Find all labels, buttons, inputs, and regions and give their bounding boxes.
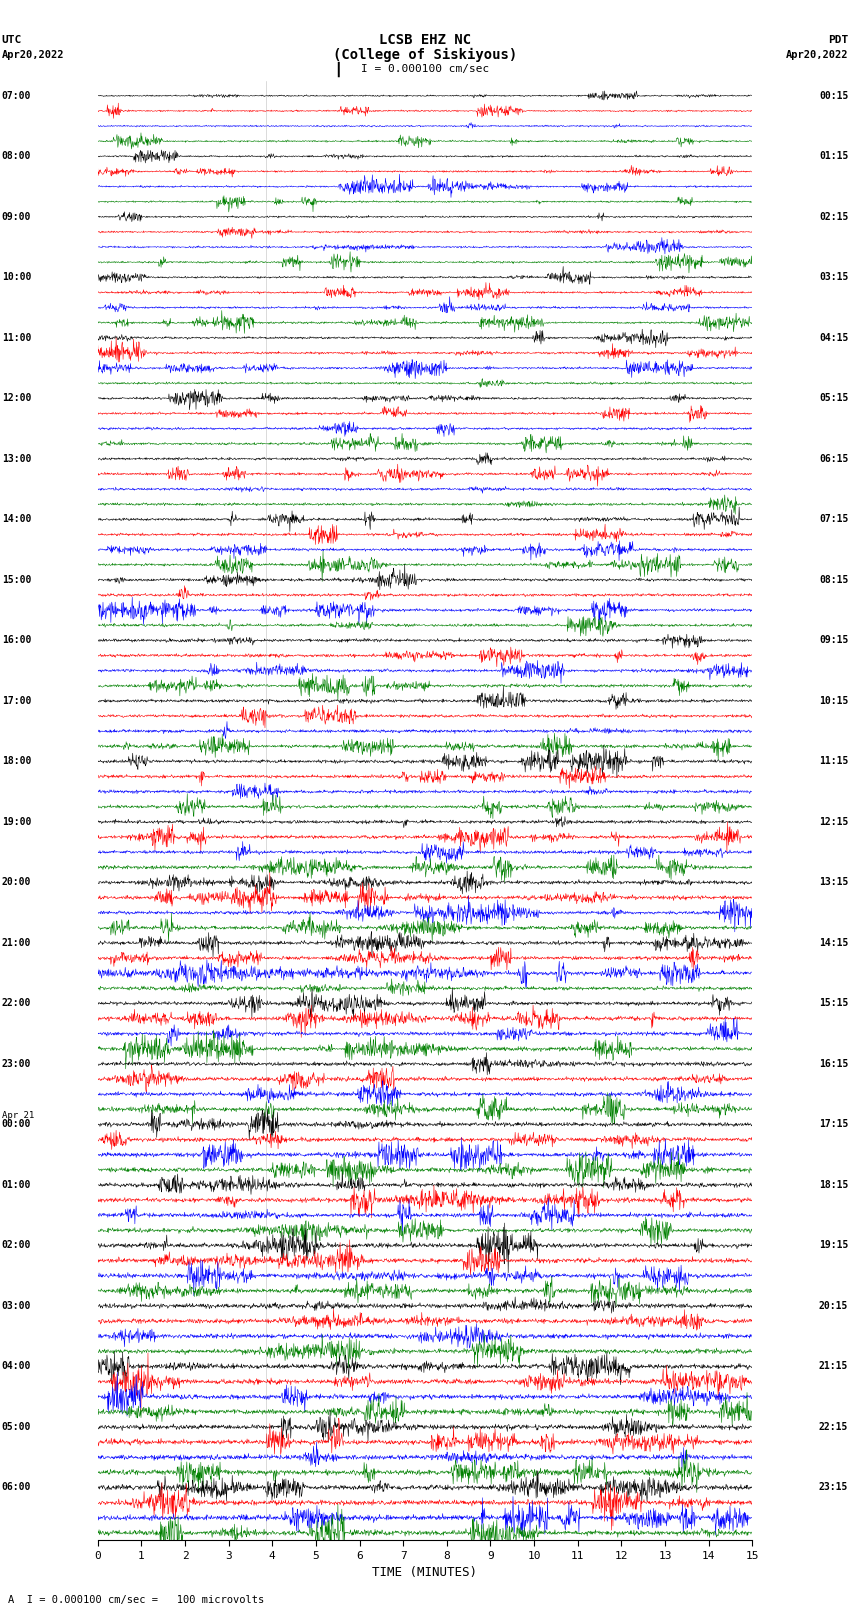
Text: 08:15: 08:15 (819, 574, 848, 586)
Text: 13:15: 13:15 (819, 877, 848, 887)
Text: 16:00: 16:00 (2, 636, 31, 645)
Text: 09:15: 09:15 (819, 636, 848, 645)
Text: 05:15: 05:15 (819, 394, 848, 403)
Text: UTC: UTC (2, 35, 22, 45)
Text: 23:00: 23:00 (2, 1058, 31, 1069)
Text: 00:15: 00:15 (819, 90, 848, 100)
Text: 12:15: 12:15 (819, 816, 848, 827)
Text: 08:00: 08:00 (2, 152, 31, 161)
Text: 18:15: 18:15 (819, 1181, 848, 1190)
Text: PDT: PDT (828, 35, 848, 45)
Text: 17:15: 17:15 (819, 1119, 848, 1129)
Text: 04:15: 04:15 (819, 332, 848, 344)
Text: 03:00: 03:00 (2, 1302, 31, 1311)
Text: 20:00: 20:00 (2, 877, 31, 887)
X-axis label: TIME (MINUTES): TIME (MINUTES) (372, 1566, 478, 1579)
Text: (College of Siskiyous): (College of Siskiyous) (333, 48, 517, 61)
Text: 11:00: 11:00 (2, 332, 31, 344)
Text: I = 0.000100 cm/sec: I = 0.000100 cm/sec (361, 65, 489, 74)
Text: 21:00: 21:00 (2, 937, 31, 948)
Text: 23:15: 23:15 (819, 1482, 848, 1492)
Text: 09:00: 09:00 (2, 211, 31, 223)
Text: 11:15: 11:15 (819, 756, 848, 766)
Text: 13:00: 13:00 (2, 453, 31, 465)
Text: 07:15: 07:15 (819, 515, 848, 524)
Text: 18:00: 18:00 (2, 756, 31, 766)
Text: 05:00: 05:00 (2, 1423, 31, 1432)
Text: 06:00: 06:00 (2, 1482, 31, 1492)
Text: 15:00: 15:00 (2, 574, 31, 586)
Text: 10:00: 10:00 (2, 273, 31, 282)
Text: A  I = 0.000100 cm/sec =   100 microvolts: A I = 0.000100 cm/sec = 100 microvolts (8, 1595, 264, 1605)
Text: 17:00: 17:00 (2, 695, 31, 706)
Text: 20:15: 20:15 (819, 1302, 848, 1311)
Text: Apr20,2022: Apr20,2022 (2, 50, 65, 60)
Text: 00:00: 00:00 (2, 1119, 31, 1129)
Text: 15:15: 15:15 (819, 998, 848, 1008)
Text: 19:15: 19:15 (819, 1240, 848, 1250)
Text: 14:15: 14:15 (819, 937, 848, 948)
Text: 02:15: 02:15 (819, 211, 848, 223)
Text: 12:00: 12:00 (2, 394, 31, 403)
Text: LCSB EHZ NC: LCSB EHZ NC (379, 34, 471, 47)
Text: ┃: ┃ (335, 61, 342, 77)
Text: 06:15: 06:15 (819, 453, 848, 465)
Text: 14:00: 14:00 (2, 515, 31, 524)
Text: 03:15: 03:15 (819, 273, 848, 282)
Text: 22:15: 22:15 (819, 1423, 848, 1432)
Text: 22:00: 22:00 (2, 998, 31, 1008)
Text: Apr 21: Apr 21 (2, 1111, 34, 1119)
Text: 10:15: 10:15 (819, 695, 848, 706)
Text: 16:15: 16:15 (819, 1058, 848, 1069)
Text: Apr20,2022: Apr20,2022 (785, 50, 848, 60)
Text: 01:00: 01:00 (2, 1181, 31, 1190)
Text: 19:00: 19:00 (2, 816, 31, 827)
Text: 02:00: 02:00 (2, 1240, 31, 1250)
Text: 01:15: 01:15 (819, 152, 848, 161)
Text: 21:15: 21:15 (819, 1361, 848, 1371)
Text: 04:00: 04:00 (2, 1361, 31, 1371)
Text: 07:00: 07:00 (2, 90, 31, 100)
